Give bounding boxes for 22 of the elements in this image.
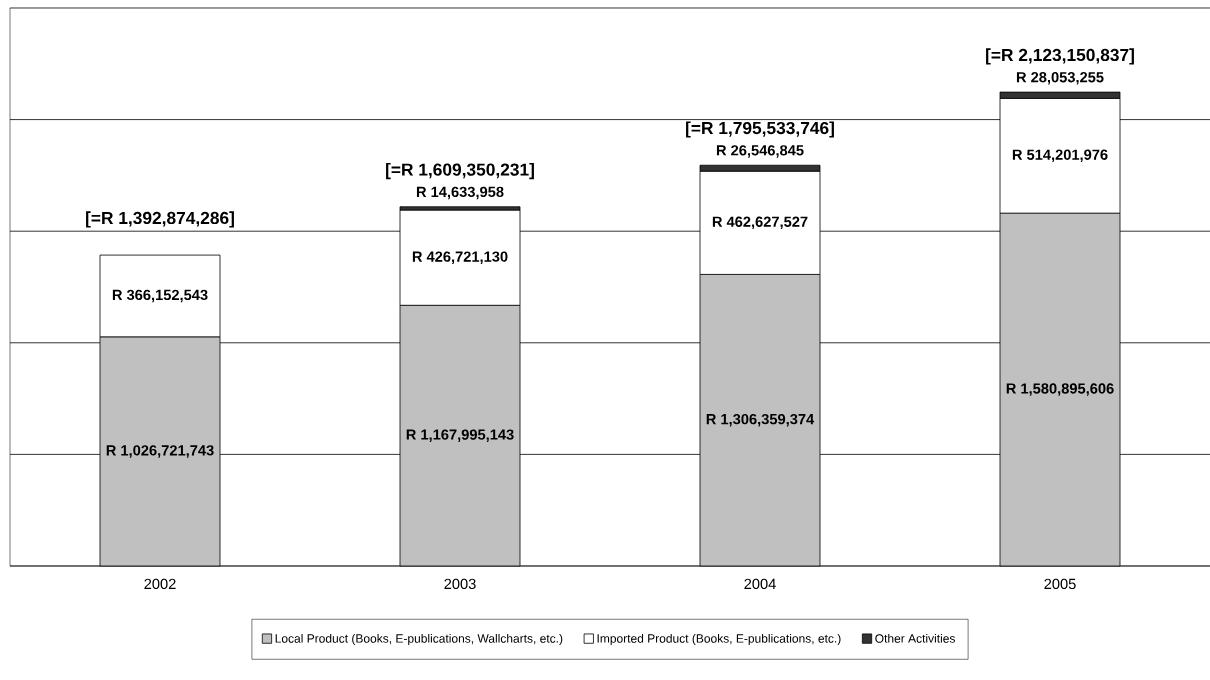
data-label: R 1,306,359,374 xyxy=(706,413,815,427)
data-label: R 514,201,976 xyxy=(1012,149,1108,163)
total-label: [=R 1,609,350,231] xyxy=(386,163,534,180)
data-label: R 1,580,895,606 xyxy=(1006,383,1114,396)
data-label: R 462,627,527 xyxy=(712,216,808,230)
legend-label: Other Activities xyxy=(875,633,955,643)
data-label: R 366,152,543 xyxy=(112,289,208,303)
data-label: R 1,026,721,743 xyxy=(106,445,214,458)
data-label: R 426,721,130 xyxy=(412,251,508,264)
data-label: R 1,167,995,143 xyxy=(406,429,514,442)
x-tick-label: 2005 xyxy=(1044,578,1076,590)
legend-label: Imported Product (Books, E-publications, etc.) xyxy=(597,633,841,646)
data-label: R 28,053,255 xyxy=(1016,72,1104,85)
data-label: R 26,546,845 xyxy=(716,145,804,158)
data-label: R 14,633,958 xyxy=(416,186,504,200)
total-label: [=R 2,123,150,837] xyxy=(986,48,1134,65)
total-label: [=R 1,795,533,746] xyxy=(686,121,834,138)
x-tick-label: 2003 xyxy=(444,578,476,590)
x-tick-label: 2002 xyxy=(144,578,176,590)
x-tick-label: 2004 xyxy=(744,578,776,590)
legend-label: Local Product (Books, E-publications, Wallcharts, etc.) xyxy=(275,633,563,646)
total-label: [=R 1,392,874,286] xyxy=(86,211,234,228)
